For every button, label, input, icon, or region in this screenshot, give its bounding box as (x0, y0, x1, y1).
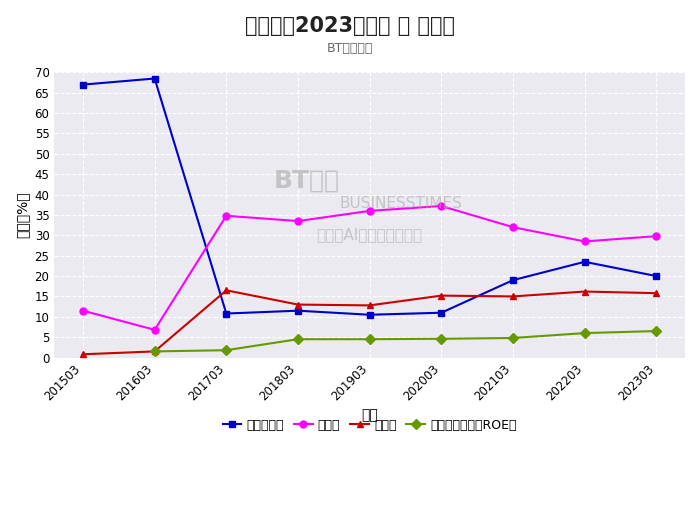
净资产收益率（ROE） (222, 347, 230, 353)
Line: 毛利率: 毛利率 (80, 203, 660, 333)
Line: 净资产收益率（ROE）: 净资产收益率（ROE） (151, 328, 660, 355)
净利率 (437, 292, 445, 299)
毛利率 (652, 233, 661, 239)
净资产收益率（ROE） (150, 348, 159, 355)
净资产收益率（ROE） (652, 328, 661, 334)
资产负债率 (365, 312, 374, 318)
净资产收益率（ROE） (580, 330, 589, 336)
Text: BT财经: BT财经 (274, 169, 340, 193)
净利率 (580, 288, 589, 294)
Line: 净利率: 净利率 (80, 287, 660, 358)
净利率 (652, 290, 661, 296)
Legend: 资产负债率, 毛利率, 净利率, 净资产收益率（ROE）: 资产负债率, 毛利率, 净利率, 净资产收益率（ROE） (218, 414, 522, 437)
净利率 (365, 302, 374, 309)
资产负债率 (437, 310, 445, 316)
毛利率 (79, 308, 88, 314)
净利率 (294, 301, 302, 308)
净资产收益率（ROE） (365, 336, 374, 342)
资产负债率 (580, 259, 589, 265)
Text: 黄山胶囊2023三季报 － 利润率: 黄山胶囊2023三季报 － 利润率 (245, 16, 455, 36)
资产负债率 (222, 310, 230, 316)
毛利率 (509, 224, 517, 231)
Text: BT财经绘制: BT财经绘制 (327, 42, 373, 55)
净资产收益率（ROE） (294, 336, 302, 342)
净利率 (150, 348, 159, 355)
净资产收益率（ROE） (509, 335, 517, 341)
资产负债率 (79, 81, 88, 88)
毛利率 (222, 213, 230, 219)
毛利率 (437, 203, 445, 209)
Y-axis label: 数额（%）: 数额（%） (15, 192, 29, 238)
净利率 (222, 287, 230, 293)
毛利率 (580, 238, 589, 245)
毛利率 (294, 218, 302, 224)
净利率 (79, 351, 88, 357)
Text: 内容由AI生成，仅供参考: 内容由AI生成，仅供参考 (316, 227, 423, 243)
Text: BUSINESSTIMES: BUSINESSTIMES (340, 196, 463, 211)
资产负债率 (652, 273, 661, 279)
毛利率 (365, 208, 374, 214)
资产负债率 (509, 277, 517, 283)
净资产收益率（ROE） (437, 336, 445, 342)
资产负债率 (294, 308, 302, 314)
净利率 (509, 293, 517, 300)
Line: 资产负债率: 资产负债率 (80, 75, 660, 318)
资产负债率 (150, 75, 159, 82)
X-axis label: 项目: 项目 (361, 409, 378, 423)
毛利率 (150, 326, 159, 333)
